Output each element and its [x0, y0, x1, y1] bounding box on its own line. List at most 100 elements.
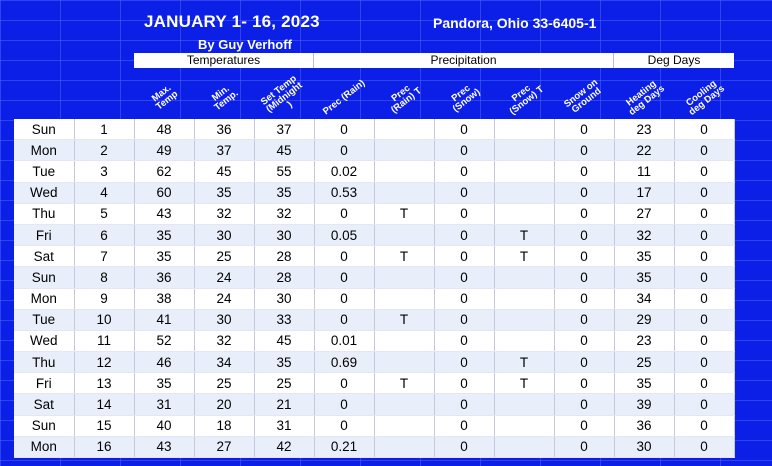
group-temperatures: Temperatures: [134, 53, 314, 68]
prec-snow-trace-cell: T: [494, 245, 555, 268]
prec-snow-trace-cell: [494, 160, 555, 183]
heating-deg-cell: 22: [614, 139, 675, 162]
prec-rain-cell: 0: [314, 245, 375, 268]
day-cell: Sat: [14, 393, 75, 416]
min-temp-cell: 34: [194, 351, 255, 374]
prec-snow-trace-cell: [494, 266, 555, 289]
table-row: Sat 7 35 25 28 0 T 0 T 0 35 0: [14, 245, 735, 268]
day-cell: Sun: [14, 119, 75, 141]
min-temp-cell: 30: [194, 309, 255, 331]
cooling-deg-cell: 0: [674, 309, 735, 331]
set-temp-cell: 28: [254, 245, 315, 268]
date-cell: 2: [74, 139, 135, 162]
prec-rain-trace-cell: [374, 415, 435, 437]
snow-ground-cell: 0: [554, 119, 615, 141]
max-temp-cell: 31: [134, 393, 195, 416]
prec-snow-cell: 0: [434, 160, 495, 183]
column-header-label: Max. Temp: [149, 82, 180, 113]
snow-ground-cell: 0: [554, 245, 615, 268]
min-temp-cell: 20: [194, 393, 255, 416]
column-header-label: Heating deg Days: [622, 77, 667, 117]
heating-deg-cell: 23: [614, 330, 675, 353]
prec-snow-cell: 0: [434, 203, 495, 225]
snow-ground-cell: 0: [554, 415, 615, 437]
table-row: Mon 9 38 24 30 0 0 0 34 0: [14, 288, 735, 310]
max-temp-cell: 36: [134, 266, 195, 289]
set-temp-cell: 35: [254, 182, 315, 204]
heating-deg-cell: 11: [614, 160, 675, 183]
prec-rain-trace-cell: T: [374, 203, 435, 225]
prec-snow-trace-cell: [494, 309, 555, 331]
prec-snow-trace-cell: T: [494, 372, 555, 395]
cooling-deg-cell: 0: [674, 372, 735, 395]
prec-rain-trace-cell: [374, 330, 435, 353]
date-cell: 7: [74, 245, 135, 268]
prec-rain-trace-cell: [374, 351, 435, 374]
table-row: Fri 13 35 25 25 0 T 0 T 0 35 0: [14, 372, 735, 395]
set-temp-cell: 28: [254, 266, 315, 289]
table-row: Tue 3 62 45 55 0.02 0 0 11 0: [14, 160, 735, 183]
min-temp-cell: 37: [194, 139, 255, 162]
prec-rain-trace-cell: [374, 436, 435, 459]
max-temp-cell: 41: [134, 309, 195, 331]
cooling-deg-cell: 0: [674, 203, 735, 225]
snow-ground-cell: 0: [554, 203, 615, 225]
cooling-deg-cell: 0: [674, 351, 735, 374]
day-cell: Wed: [14, 330, 75, 353]
prec-snow-trace-cell: [494, 393, 555, 416]
table-row: Sun 15 40 18 31 0 0 0 36 0: [14, 415, 735, 437]
prec-snow-cell: 0: [434, 415, 495, 437]
max-temp-cell: 60: [134, 182, 195, 204]
column-header-label: Snow on Ground: [562, 77, 605, 117]
prec-snow-cell: 0: [434, 436, 495, 459]
day-cell: Tue: [14, 160, 75, 183]
heating-deg-cell: 23: [614, 119, 675, 141]
prec-rain-trace-cell: [374, 160, 435, 183]
column-header-min-temp: Min. Temp.: [194, 77, 254, 117]
prec-rain-trace-cell: [374, 266, 435, 289]
prec-snow-cell: 0: [434, 330, 495, 353]
min-temp-cell: 25: [194, 372, 255, 395]
table-row: Sun 1 48 36 37 0 0 0 23 0: [14, 119, 735, 141]
snow-ground-cell: 0: [554, 330, 615, 353]
max-temp-cell: 48: [134, 119, 195, 141]
day-cell: Sat: [14, 245, 75, 268]
prec-snow-trace-cell: [494, 182, 555, 204]
day-cell: Tue: [14, 309, 75, 331]
day-cell: Thu: [14, 351, 75, 374]
min-temp-cell: 35: [194, 182, 255, 204]
max-temp-cell: 35: [134, 372, 195, 395]
set-temp-cell: 30: [254, 288, 315, 310]
snow-ground-cell: 0: [554, 266, 615, 289]
heating-deg-cell: 17: [614, 182, 675, 204]
set-temp-cell: 35: [254, 351, 315, 374]
snow-ground-cell: 0: [554, 288, 615, 310]
min-temp-cell: 24: [194, 288, 255, 310]
day-cell: Thu: [14, 203, 75, 225]
column-header-label: Prec (Snow) T: [503, 78, 546, 117]
date-cell: 1: [74, 119, 135, 141]
min-temp-cell: 30: [194, 224, 255, 247]
snow-ground-cell: 0: [554, 182, 615, 204]
prec-rain-cell: 0: [314, 415, 375, 437]
heating-deg-cell: 39: [614, 393, 675, 416]
column-header-cooling-deg-days: Cooling deg Days: [674, 77, 734, 118]
column-header-label: Prec (Rain): [320, 77, 368, 117]
date-cell: 5: [74, 203, 135, 225]
column-header-label: Set Temp (Midnight): [258, 73, 309, 121]
group-deg-days: Deg Days: [647, 53, 701, 67]
prec-snow-cell: 0: [434, 309, 495, 331]
set-temp-cell: 37: [254, 119, 315, 141]
prec-snow-trace-cell: T: [494, 224, 555, 247]
heating-deg-cell: 30: [614, 436, 675, 459]
column-header-line: Prec (Rain): [320, 77, 368, 117]
table-row: Sat 14 31 20 21 0 0 0 39 0: [14, 393, 735, 416]
cooling-deg-cell: 0: [674, 182, 735, 204]
table-row: Mon 16 43 27 42 0.21 0 0 30 0: [14, 436, 735, 459]
cooling-deg-cell: 0: [674, 139, 735, 162]
prec-rain-trace-cell: [374, 139, 435, 162]
date-cell: 3: [74, 160, 135, 183]
table-row: Wed 4 60 35 35 0.53 0 0 17 0: [14, 182, 735, 204]
day-cell: Wed: [14, 182, 75, 204]
set-temp-cell: 45: [254, 139, 315, 162]
